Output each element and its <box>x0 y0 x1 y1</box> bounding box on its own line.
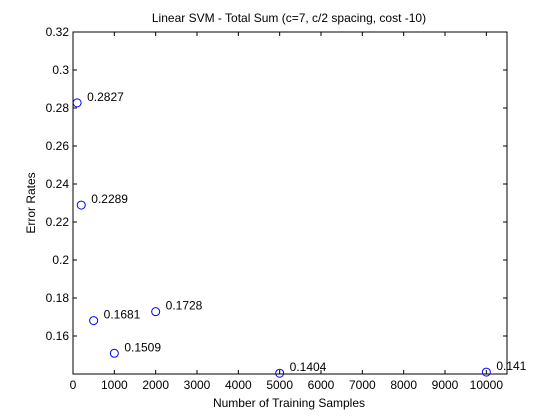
x-tick-label: 5000 <box>266 378 293 392</box>
x-tick-label: 0 <box>70 378 77 392</box>
plot-frame <box>72 31 508 375</box>
data-label: 0.1681 <box>104 308 141 322</box>
data-labels: 0.2827 0.2289 0.1681 0.1509 0.1728 0.1404 0.14… <box>87 90 527 374</box>
data-label: 0.2289 <box>91 192 128 206</box>
x-tick-label: 8000 <box>390 378 417 392</box>
data-label: 0.2827 <box>87 90 124 104</box>
y-tick-label: 0.3 <box>52 63 69 77</box>
y-tick-label: 0.22 <box>46 215 70 229</box>
data-label: 0.141 <box>496 359 526 373</box>
data-label: 0.1728 <box>166 299 203 313</box>
y-tick-label: 0.26 <box>46 139 70 153</box>
x-tick-label: 3000 <box>184 378 211 392</box>
x-tick-label: 1000 <box>101 378 128 392</box>
x-tick-label: 6000 <box>308 378 335 392</box>
y-tick-label: 0.2 <box>52 253 69 267</box>
y-tick-label: 0.18 <box>46 291 70 305</box>
x-tick-label: 10000 <box>470 378 504 392</box>
y-tick-label: 0.32 <box>46 25 70 39</box>
data-point <box>481 367 491 377</box>
x-tick-label: 4000 <box>225 378 252 392</box>
y-tick-label: 0.24 <box>46 177 70 191</box>
data-point <box>72 98 82 108</box>
data-point <box>109 348 119 358</box>
x-tick-label: 9000 <box>432 378 459 392</box>
chart-title: Linear SVM - Total Sum (c=7, c/2 spacing… <box>152 11 426 25</box>
x-axis-label: Number of Training Samples <box>213 396 365 410</box>
data-point <box>151 307 161 317</box>
data-label: 0.1509 <box>124 340 161 354</box>
data-point <box>89 316 99 326</box>
y-tick-label: 0.28 <box>46 101 70 115</box>
data-label: 0.1404 <box>290 360 327 374</box>
data-points <box>72 98 491 378</box>
data-point <box>76 200 86 210</box>
x-tick-label: 7000 <box>349 378 376 392</box>
y-axis-label: Error Rates <box>24 172 38 233</box>
x-tick-label: 2000 <box>142 378 169 392</box>
data-point <box>275 368 285 378</box>
y-axis: 0.16 0.18 0.2 0.22 0.24 0.26 0.28 0.3 0.32 <box>46 25 507 343</box>
x-axis: 0 1000 2000 3000 4000 5000 6000 7000 8000 9000 100… <box>70 32 504 392</box>
y-tick-label: 0.16 <box>46 329 70 343</box>
plot-area <box>72 31 508 375</box>
